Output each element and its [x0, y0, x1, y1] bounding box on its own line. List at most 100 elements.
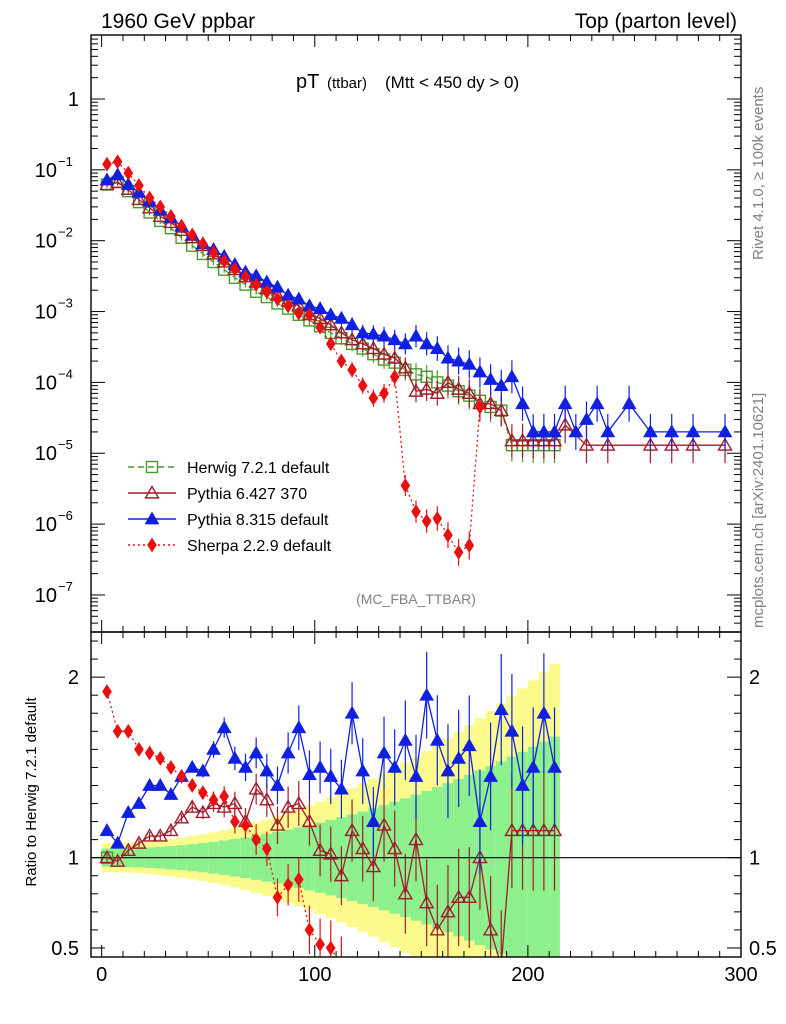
data-point	[152, 208, 168, 223]
data-point	[134, 178, 144, 193]
ratio-tick-label-left: 2	[68, 667, 79, 689]
ratio-point	[216, 799, 232, 813]
plot-title-sub: (ttbar)	[327, 75, 367, 92]
data-point	[355, 335, 371, 350]
data-point	[443, 527, 453, 543]
ratio-point	[141, 828, 158, 842]
y-tick-exponent: −1	[58, 154, 73, 169]
ratio-point	[109, 853, 126, 867]
data-point	[408, 328, 424, 342]
data-point	[376, 328, 392, 342]
data-point	[280, 287, 296, 301]
data-point	[323, 316, 339, 331]
ratio-point	[269, 817, 286, 831]
ratio-point	[525, 759, 541, 773]
x-tick-label: 0	[96, 964, 107, 986]
data-point	[176, 218, 187, 234]
x-tick-label: 300	[724, 964, 757, 986]
ratio-point	[376, 817, 392, 831]
data-point	[451, 353, 466, 367]
ratio-point	[102, 684, 112, 700]
ratio-point	[429, 922, 446, 936]
data-point	[397, 360, 414, 374]
data-point	[123, 165, 134, 181]
data-point	[387, 332, 403, 346]
series-pythia-6-427-370	[99, 174, 733, 464]
ratio-point	[366, 814, 381, 827]
data-point	[515, 396, 530, 410]
ratio-point	[227, 795, 243, 810]
data-point	[379, 385, 389, 401]
data-point	[304, 307, 315, 323]
data-point	[272, 291, 283, 307]
data-point	[643, 424, 658, 438]
ratio-point	[546, 822, 563, 837]
data-point	[568, 424, 584, 438]
data-point	[514, 432, 531, 447]
data-point	[717, 437, 733, 451]
data-point	[453, 544, 464, 560]
ratio-point	[248, 781, 264, 795]
ratio-point	[461, 738, 477, 752]
data-point	[219, 253, 230, 269]
data-point	[450, 381, 467, 395]
y-tick-label: 10	[35, 302, 57, 324]
ratio-point	[240, 817, 251, 833]
ratio-point	[152, 777, 168, 791]
legend-label: Herwig 7.2.1 default	[187, 460, 330, 477]
data-point	[312, 301, 328, 314]
ratio-point	[219, 788, 230, 804]
data-point	[408, 383, 424, 397]
ratio-point	[376, 745, 392, 759]
ratio-point	[461, 889, 477, 903]
ratio-point	[344, 705, 360, 719]
data-point	[365, 340, 382, 355]
ratio-point	[144, 745, 155, 761]
y-tick-exponent: −5	[58, 437, 73, 452]
data-point	[493, 402, 509, 417]
ratio-point	[131, 796, 147, 809]
data-point	[333, 324, 350, 339]
ratio-point	[408, 768, 424, 782]
ratio-point	[334, 781, 349, 795]
data-point	[110, 167, 126, 181]
ratio-point	[112, 723, 123, 739]
data-point	[366, 326, 381, 340]
data-point	[323, 307, 339, 321]
ratio-point	[230, 814, 240, 830]
ratio-point	[283, 877, 293, 893]
data-point	[315, 319, 325, 335]
ratio-point	[315, 936, 325, 952]
legend-entry: Pythia 8.315 default	[128, 511, 329, 529]
ratio-point	[525, 822, 541, 837]
data-point	[578, 437, 595, 451]
ratio-point	[440, 903, 456, 918]
ratio-point	[451, 750, 466, 764]
data-point	[198, 236, 208, 252]
ratio-point	[472, 814, 488, 827]
header-left: 1960 GeV ppbar	[101, 10, 255, 33]
ratio-point	[227, 750, 243, 764]
data-point	[251, 277, 261, 293]
data-point	[131, 191, 147, 206]
data-point	[112, 154, 123, 170]
data-point	[600, 424, 616, 438]
ratio-point	[208, 792, 219, 808]
ratio-point	[440, 763, 456, 777]
side-label-mcplots: mcplots.cern.ch [arXiv:2401.10621]	[750, 393, 767, 628]
ratio-point	[110, 835, 126, 849]
ratio-point	[429, 732, 445, 746]
data-point	[664, 424, 680, 438]
ratio-point	[291, 720, 307, 734]
y-tick-exponent: −6	[58, 508, 73, 523]
ratio-point	[176, 769, 187, 784]
ratio-point	[483, 768, 498, 782]
data-point	[461, 385, 477, 399]
data-point	[440, 350, 456, 364]
ratio-series-sherpa-2-2-9-default	[102, 684, 343, 957]
ratio-point	[323, 846, 339, 860]
data-point	[475, 399, 485, 415]
y-tick-label: 1	[68, 89, 79, 111]
data-point	[357, 378, 368, 394]
